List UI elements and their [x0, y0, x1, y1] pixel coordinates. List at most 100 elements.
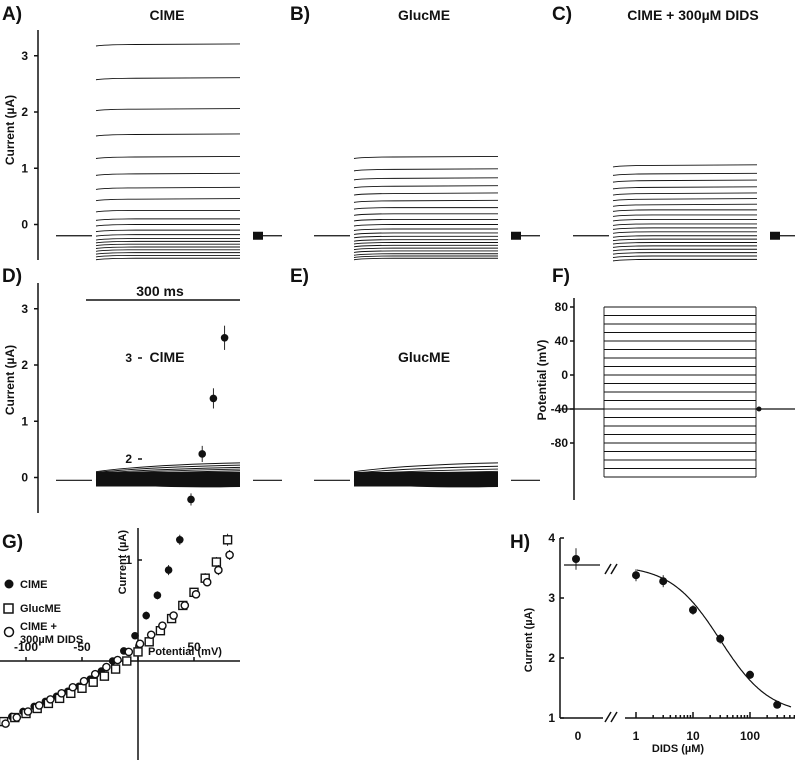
panel-b-tail-transient	[511, 231, 521, 240]
panel-b-step-trace	[353, 250, 498, 253]
panel-h-xtick-label: 100	[740, 729, 760, 743]
panel-g-point-clme	[209, 394, 218, 403]
panel-c-step-trace	[612, 245, 757, 248]
panel-b-step-trace	[353, 239, 498, 242]
panel-c-step-trace	[612, 179, 758, 183]
panel-a-step-trace	[95, 198, 241, 202]
panel-g-point-dids	[214, 565, 223, 575]
panel-label-c: C)	[552, 4, 572, 25]
panel-c-step-trace	[612, 242, 757, 245]
panel-d-ytick-label: 0	[21, 471, 28, 485]
panel-a-step-trace	[95, 133, 241, 137]
panel-f-tail-dot	[756, 406, 762, 412]
panel-h-xlabel: DIDS (µM)	[652, 743, 705, 755]
panel-g-point-dids	[34, 701, 44, 710]
panel-h-xtick-label: 0	[575, 729, 582, 743]
panel-g-point-dids	[79, 676, 89, 686]
panel-g-point-glucme	[99, 671, 110, 681]
legend-label-dids-line1: ClME +	[20, 621, 57, 633]
panel-f-ytick-label: -40	[551, 402, 569, 416]
panel-h-ylabel: Current (µA)	[523, 607, 535, 672]
legend-label-dids-line2: 300µM DIDS	[20, 634, 83, 646]
panel-b-step-trace	[353, 235, 498, 239]
panel-c-step-trace	[612, 248, 757, 252]
panel-a-step-trace	[95, 43, 241, 47]
panel-g-point-clme	[198, 450, 206, 458]
panel-g-point-clme	[187, 495, 195, 504]
panel-b-step-trace	[353, 255, 498, 258]
panel-b-step-trace	[353, 185, 499, 189]
panel-g-ytick-label: 2	[125, 452, 132, 466]
panel-b-step-trace	[353, 192, 499, 196]
panel-b-step-trace	[353, 213, 498, 216]
panel-a-step-trace	[95, 209, 240, 213]
panel-g-point-glucme	[77, 683, 87, 693]
panel-f-ytick-label: -80	[551, 436, 569, 450]
panel-b-step-trace	[353, 224, 498, 227]
panel-g-point-dids	[180, 601, 190, 610]
panel-g-point-dids	[68, 682, 78, 692]
panel-a-step-trace	[95, 155, 241, 159]
panel-h-ytick-label: 2	[548, 651, 555, 665]
panel-g-point-dids	[158, 621, 167, 630]
panel-d-trace-band	[96, 471, 240, 487]
panel-c-step-trace	[612, 218, 757, 222]
panel-d-step-trace	[95, 464, 241, 473]
panel-g-point-glucme	[88, 677, 98, 687]
legend-marker-glucme	[3, 603, 14, 614]
panel-title-a: ClME	[150, 7, 185, 23]
panel-label-a: A)	[2, 4, 22, 25]
panel-a-step-trace	[95, 234, 240, 237]
panel-c-step-trace	[612, 252, 757, 255]
legend-marker-clme	[4, 579, 14, 589]
panel-g-xlabel: Potential (mV)	[148, 646, 222, 658]
panel-h-point	[689, 606, 697, 614]
panel-g-point-dids	[12, 713, 22, 722]
panel-b-step-trace	[353, 232, 498, 235]
panel-c-step-trace	[612, 255, 757, 258]
panel-h-xtick-label: 1	[633, 729, 640, 743]
panel-g-point-clme	[153, 591, 162, 600]
panel-g-ylabel: Current (µA)	[117, 530, 129, 595]
panel-b-step-trace	[353, 207, 498, 210]
panel-c-step-trace	[612, 192, 758, 196]
panel-h-ytick-label: 4	[548, 531, 555, 545]
panel-b-step-trace	[353, 228, 498, 231]
panel-title-b: GlucME	[398, 7, 450, 23]
panel-a-step-trace	[95, 218, 240, 221]
panel-f-ytick-label: 80	[555, 300, 569, 314]
panel-c-step-trace	[612, 238, 757, 242]
panel-h-break-x-1	[604, 711, 612, 723]
chart-layer: 0123012380400-40-80-100-5005012312340110…	[0, 30, 795, 760]
panel-g-point-clme	[164, 566, 173, 574]
panel-label-b: B)	[290, 4, 310, 25]
panel-a-tail-transient	[253, 231, 263, 240]
panel-g-ytick-label: 3	[125, 351, 132, 365]
panel-g-point-dids	[1, 719, 10, 728]
panel-b-step-trace	[353, 242, 498, 245]
panel-g-xtick-label: -50	[73, 640, 91, 654]
panel-a-step-trace	[95, 238, 240, 241]
panel-c-step-trace	[612, 214, 757, 217]
panel-g-point-glucme	[222, 535, 233, 545]
panel-e-step-trace	[353, 462, 499, 473]
panel-h-point	[716, 634, 725, 643]
panel-c-step-trace	[612, 235, 757, 238]
panel-a-step-trace	[95, 252, 240, 255]
panel-b-step-trace	[353, 253, 498, 256]
panel-h-break-y-1	[604, 563, 612, 575]
panel-g-point-clme	[176, 536, 184, 544]
panel-a-step-trace	[95, 172, 241, 176]
panel-d-ytick-label: 2	[21, 358, 28, 372]
panel-g-ytick-label: 1	[125, 553, 132, 567]
panel-a-step-trace	[95, 243, 240, 247]
panel-c-step-trace	[612, 164, 758, 168]
panel-a-step-trace	[95, 240, 240, 244]
panel-h-ytick-label: 1	[548, 711, 555, 725]
panel-f-ylabel: Potential (mV)	[535, 340, 549, 421]
panel-g-point-dids	[124, 647, 134, 657]
panel-g-point-glucme	[133, 647, 143, 657]
panel-g-point-dids	[102, 662, 111, 672]
panel-h-point	[773, 700, 782, 709]
panel-g-point-dids	[135, 639, 145, 649]
